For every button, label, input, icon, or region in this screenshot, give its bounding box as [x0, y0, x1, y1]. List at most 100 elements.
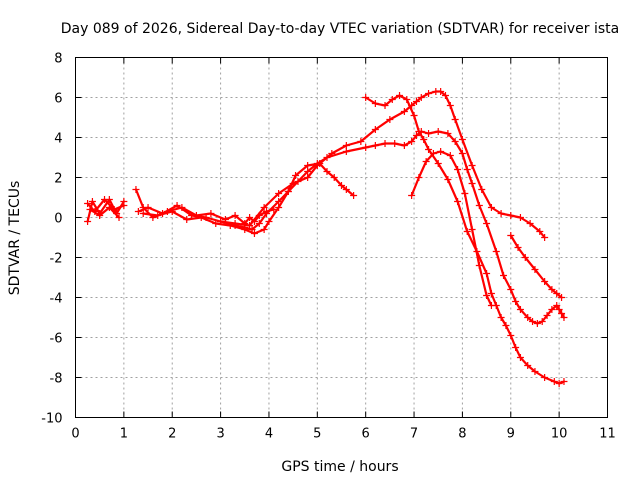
data-point — [550, 378, 558, 385]
data-point — [173, 202, 181, 209]
data-point — [553, 290, 561, 297]
x-tick-label: 9 — [507, 427, 515, 442]
x-axis-label: GPS time / hours — [281, 459, 398, 475]
chart-title: Day 089 of 2026, Sidereal Day-to-day VTE… — [61, 21, 619, 37]
data-point — [451, 116, 459, 123]
data-point — [468, 162, 476, 169]
data-point — [400, 142, 408, 149]
x-tick-label: 0 — [71, 427, 79, 442]
y-tick-label: 8 — [54, 52, 62, 67]
data-point — [323, 168, 331, 175]
data-point — [86, 206, 94, 213]
data-point — [512, 344, 520, 351]
data-point — [478, 186, 486, 193]
data-point — [548, 286, 556, 293]
gridlines — [75, 57, 608, 418]
data-point — [487, 204, 495, 211]
x-tick-label: 2 — [168, 427, 176, 442]
data-point — [507, 332, 515, 339]
data-point — [231, 220, 239, 227]
data-point — [132, 186, 140, 193]
data-point — [342, 186, 350, 193]
data-point — [246, 214, 254, 221]
data-point — [183, 216, 191, 223]
data-point — [408, 138, 416, 145]
data-point — [265, 218, 273, 225]
data-point — [388, 96, 396, 103]
data-point — [263, 210, 271, 217]
data-point — [458, 136, 466, 143]
data-point — [487, 290, 495, 297]
data-point — [260, 204, 268, 211]
data-point — [529, 318, 537, 325]
data-point — [313, 162, 321, 169]
data-point — [516, 214, 524, 221]
data-point — [212, 220, 220, 227]
data-point — [425, 90, 433, 97]
data-point — [275, 204, 283, 211]
data-point — [454, 198, 462, 205]
data-point — [463, 166, 471, 173]
data-series — [84, 88, 568, 387]
data-point — [255, 220, 263, 227]
x-tick-label: 11 — [599, 427, 616, 442]
data-point — [444, 130, 452, 137]
data-point — [96, 212, 104, 219]
data-point — [521, 254, 529, 261]
data-point — [120, 202, 128, 209]
data-point — [207, 210, 215, 217]
data-point — [197, 214, 205, 221]
data-point — [115, 214, 123, 221]
data-point — [429, 150, 437, 157]
x-tick-label: 6 — [362, 427, 370, 442]
y-axis-label: SDTVAR / TECUs — [7, 181, 23, 296]
series-satellite-3 — [86, 204, 123, 221]
series-line — [88, 206, 121, 219]
data-point — [412, 98, 420, 105]
y-tick-label: 2 — [54, 172, 62, 187]
data-point — [468, 226, 476, 233]
x-tick-labels: 0 1 2 3 4 5 6 7 8 9 10 11 — [71, 427, 615, 442]
x-tick-label: 10 — [551, 427, 568, 442]
data-point — [386, 116, 394, 123]
data-point — [415, 128, 423, 135]
data-point — [538, 318, 546, 325]
data-point — [304, 162, 312, 169]
data-point — [524, 314, 532, 321]
data-point — [371, 126, 379, 133]
y-tick-label: 4 — [54, 132, 62, 147]
data-point — [560, 378, 568, 385]
data-point — [275, 190, 283, 197]
data-point — [463, 228, 471, 235]
data-point — [292, 172, 300, 179]
data-point — [555, 306, 563, 313]
x-tick-label: 8 — [458, 427, 466, 442]
data-point — [502, 322, 510, 329]
data-point — [524, 362, 532, 369]
data-point — [88, 198, 96, 205]
data-point — [500, 272, 508, 279]
x-tick-label: 7 — [410, 427, 418, 442]
data-point — [403, 96, 411, 103]
data-point — [284, 188, 292, 195]
data-point — [154, 212, 162, 219]
y-tick-labels: -10 -8 -6 -4 -2 0 2 4 6 8 — [41, 52, 62, 427]
x-tick-label: 5 — [313, 427, 321, 442]
data-point — [105, 204, 113, 211]
data-point — [483, 292, 491, 299]
y-tick-label: 0 — [54, 212, 62, 227]
data-point — [536, 228, 544, 235]
data-point — [475, 202, 483, 209]
x-tick-label: 3 — [216, 427, 224, 442]
plot-frame — [75, 57, 608, 418]
data-point — [434, 128, 442, 135]
data-point — [434, 160, 442, 167]
y-tick-label: -8 — [50, 372, 63, 387]
data-point — [543, 312, 551, 319]
data-point — [553, 302, 561, 309]
y-tick-label: 6 — [54, 92, 62, 107]
data-point — [330, 174, 338, 181]
data-point — [492, 248, 500, 255]
